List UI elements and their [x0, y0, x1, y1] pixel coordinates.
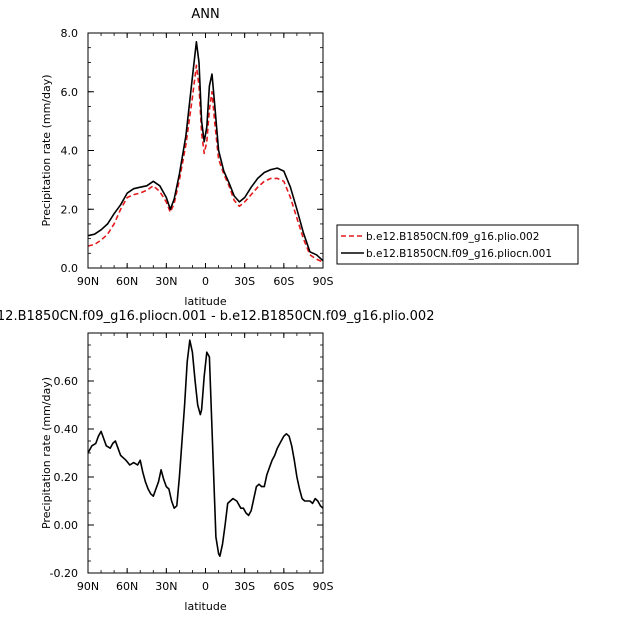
y-axis-title: Precipitation rate (mm/day) [40, 377, 53, 529]
x-ticks: 90N 60N 30N 0 30S 60S 90S [77, 33, 334, 288]
legend-box [336, 224, 579, 265]
x-tick-label: 30N [155, 580, 177, 593]
x-tick-label: 90N [77, 275, 99, 288]
x-axis-title: latitude [184, 295, 226, 308]
x-tick-label: 0 [202, 580, 209, 593]
x-tick-label: 90S [313, 275, 334, 288]
x-tick-label: 30N [155, 275, 177, 288]
x-tick-label: 60N [116, 580, 138, 593]
plot-frame [87, 32, 324, 269]
chart-title: b.e12.B1850CN.f09_g16.pliocn.001 - b.e12… [0, 309, 434, 324]
y-tick-label: 0.0 [61, 262, 79, 275]
y-tick-label: 2.0 [61, 203, 79, 216]
difference-panel: b.e12.B1850CN.f09_g16.pliocn.001 - b.e12… [0, 309, 434, 613]
y-tick-label: 0.40 [54, 423, 79, 436]
series-line-difference [87, 339, 324, 558]
y-tick-label: 0.20 [54, 471, 79, 484]
y-ticks: 0.0 2.0 4.0 6.0 8.0 [61, 27, 323, 275]
series-line-b-e12-b1850cn-f09-g16-plio-002 [87, 64, 324, 263]
y-tick-label: 8.0 [61, 27, 79, 40]
legend-label-pliocn: b.e12.B1850CN.f09_g16.pliocn.001 [366, 248, 552, 260]
series-lines [87, 40, 324, 263]
x-tick-label: 60S [273, 275, 294, 288]
x-tick-label: 30S [234, 580, 255, 593]
y-tick-label: -0.20 [50, 567, 78, 580]
y-tick-label: 0.00 [54, 519, 79, 532]
precip-panel: ANN Precipitation rate (mm/day) latitude… [40, 7, 334, 308]
y-ticks: -0.20 0.00 0.20 0.40 0.60 [50, 332, 323, 580]
y-tick-label: 6.0 [61, 86, 79, 99]
chart-title: ANN [191, 7, 219, 22]
legend-label-plio: b.e12.B1850CN.f09_g16.plio.002 [366, 231, 539, 243]
x-tick-label: 0 [202, 275, 209, 288]
series-lines [87, 339, 324, 558]
y-axis-title: Precipitation rate (mm/day) [40, 74, 53, 226]
plot-frame [87, 332, 324, 574]
series-line-b-e12-b1850cn-f09-g16-pliocn-001 [87, 40, 324, 262]
y-tick-label: 4.0 [61, 145, 79, 158]
y-tick-label: 0.60 [54, 375, 79, 388]
x-tick-label: 90S [313, 580, 334, 593]
x-tick-label: 60S [273, 580, 294, 593]
x-tick-label: 90N [77, 580, 99, 593]
x-tick-label: 30S [234, 275, 255, 288]
legend: b.e12.B1850CN.f09_g16.plio.002 b.e12.B18… [336, 224, 579, 265]
x-tick-label: 60N [116, 275, 138, 288]
x-axis-title: latitude [184, 600, 226, 613]
